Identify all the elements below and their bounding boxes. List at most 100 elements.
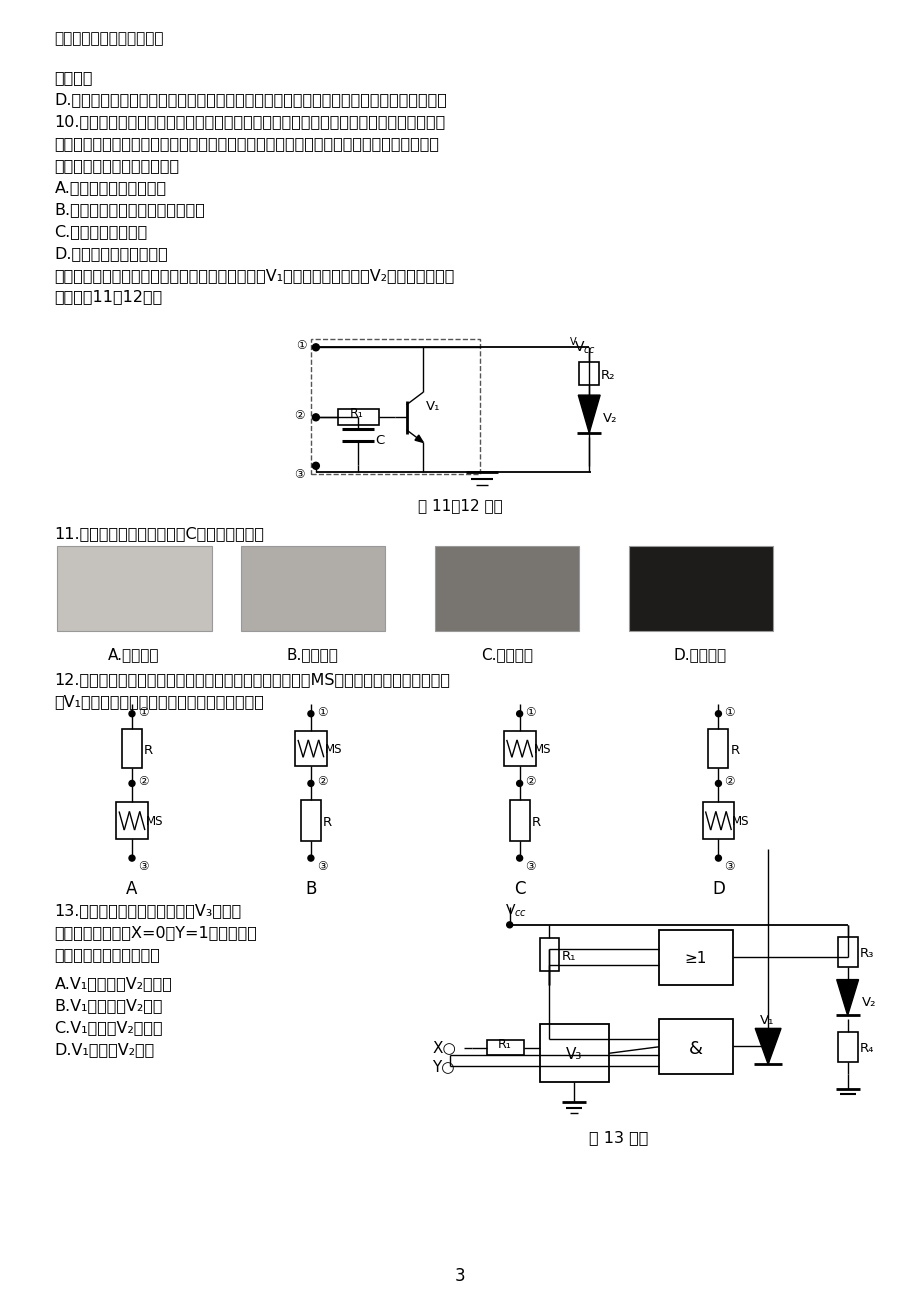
Text: 如图所示是用三级管控制发光二极管的电路，根据V₁基极的输入情况控制V₂发光或不发光。: 如图所示是用三级管控制发光二极管的电路，根据V₁基极的输入情况控制V₂发光或不发… [54, 268, 454, 283]
Bar [57, 547, 211, 631]
Text: 光二极管状态中正确的是: 光二极管状态中正确的是 [54, 947, 160, 962]
Bar [295, 732, 326, 766]
Text: 第 11－12 题图: 第 11－12 题图 [417, 499, 502, 514]
Text: R: R [323, 816, 332, 829]
Text: B.V₁不发光、V₂发光: B.V₁不发光、V₂发光 [54, 999, 163, 1013]
Text: MS: MS [732, 815, 749, 828]
Text: C: C [375, 435, 384, 447]
Text: V₁: V₁ [425, 400, 440, 413]
Text: C.普通电容: C.普通电容 [481, 647, 532, 661]
Circle shape [308, 780, 313, 786]
Text: A.可变电容: A.可变电容 [108, 647, 160, 661]
Text: A.V₁不发光、V₂不发光: A.V₁不发光、V₂不发光 [54, 976, 172, 992]
Polygon shape [754, 1029, 780, 1064]
Text: V$_{cc}$: V$_{cc}$ [573, 340, 596, 355]
Circle shape [516, 855, 522, 861]
Text: ②: ② [723, 776, 734, 789]
Text: R₁: R₁ [350, 408, 364, 421]
Text: B.被控对象是仓库、图书馆等场所: B.被控对象是仓库、图书馆等场所 [54, 202, 205, 217]
Text: 11.【加试题】电路图中电容C应选用的类型是: 11.【加试题】电路图中电容C应选用的类型是 [54, 526, 264, 542]
Text: MS: MS [146, 815, 164, 828]
Text: R₂: R₂ [600, 368, 615, 381]
Text: D.设计时根据开关门所需力的大小，计算出重锤和水的质量，体现了系统分析的科学性原则: D.设计时根据开关门所需力的大小，计算出重锤和水的质量，体现了系统分析的科学性原… [54, 92, 447, 107]
Text: ①: ① [296, 340, 306, 353]
Bar [629, 547, 772, 631]
Text: 第 13 题图: 第 13 题图 [589, 1130, 648, 1144]
Text: 开关状态。当输入X=0、Y=1时，以下发: 开关状态。当输入X=0、Y=1时，以下发 [54, 924, 257, 940]
Text: R: R [531, 816, 540, 829]
Text: R₁: R₁ [561, 949, 575, 962]
Bar [539, 939, 559, 971]
Text: ①: ① [723, 706, 734, 719]
Text: ③: ③ [294, 467, 304, 480]
Text: D.反馈装置是烟雾探测器: D.反馈装置是烟雾探测器 [54, 246, 168, 260]
Circle shape [129, 855, 135, 861]
Text: V$_{cc}$: V$_{cc}$ [505, 902, 527, 919]
Text: ③: ③ [138, 861, 148, 874]
Text: ③: ③ [525, 861, 536, 874]
Text: ②: ② [525, 776, 536, 789]
Text: C.V₁发光、V₂不发光: C.V₁发光、V₂不发光 [54, 1021, 163, 1035]
Circle shape [312, 462, 319, 469]
Polygon shape [578, 395, 599, 434]
Text: 体性原则: 体性原则 [54, 70, 93, 86]
Text: 12.【加试题】现要将该电路用于下雨提示，当湿敏传感器MS检测到雨水时，接通电路，: 12.【加试题】现要将该电路用于下雨提示，当湿敏传感器MS检测到雨水时，接通电路… [54, 672, 450, 687]
Circle shape [308, 711, 313, 716]
Text: V₂: V₂ [603, 411, 617, 424]
Text: 请完成第11一12题。: 请完成第11一12题。 [54, 289, 163, 305]
Text: R: R [143, 743, 153, 756]
Text: ①: ① [316, 706, 327, 719]
Text: D.电解电容: D.电解电容 [674, 647, 726, 661]
Text: &: & [687, 1040, 702, 1059]
Text: R: R [730, 743, 739, 756]
Text: Y○: Y○ [432, 1059, 454, 1074]
Circle shape [516, 711, 522, 716]
Text: R₃: R₃ [858, 948, 873, 961]
Circle shape [129, 711, 135, 716]
Text: 3: 3 [454, 1267, 465, 1285]
Bar [539, 1025, 608, 1082]
Bar [579, 362, 598, 385]
Bar [435, 547, 579, 631]
Text: ②: ② [138, 776, 148, 789]
Text: R₁: R₁ [497, 1038, 511, 1051]
Text: 的烟雾浓度超过设定值时，电子开关被接通，报警器发出声光信号进行报警。关于该报警控: 的烟雾浓度超过设定值时，电子开关被接通，报警器发出声光信号进行报警。关于该报警控 [54, 137, 439, 151]
Circle shape [312, 344, 319, 350]
Circle shape [308, 855, 313, 861]
Bar [301, 801, 321, 841]
Text: 制系统，以下说法中正确的是: 制系统，以下说法中正确的是 [54, 158, 179, 173]
Bar [311, 340, 480, 474]
Text: ①: ① [138, 706, 148, 719]
Circle shape [715, 780, 720, 786]
Bar [122, 729, 142, 768]
Text: D.V₁发光、V₂发光: D.V₁发光、V₂发光 [54, 1043, 154, 1057]
Text: X○: X○ [432, 1040, 456, 1056]
Text: C: C [514, 880, 525, 898]
Bar [702, 802, 733, 840]
Text: ②: ② [294, 409, 304, 422]
Circle shape [312, 414, 319, 421]
Text: MS: MS [533, 742, 550, 755]
Text: V₁: V₁ [759, 1014, 774, 1027]
Polygon shape [414, 435, 423, 443]
Text: V⁣: V⁣ [570, 337, 576, 348]
Bar [658, 1019, 732, 1074]
Circle shape [516, 780, 522, 786]
Bar [837, 1031, 857, 1062]
Text: ③: ③ [316, 861, 327, 874]
Circle shape [715, 711, 720, 716]
Bar [337, 409, 379, 426]
Text: 杭州旭升图书有限公司提供: 杭州旭升图书有限公司提供 [54, 31, 164, 46]
Text: R₄: R₄ [858, 1042, 873, 1055]
Text: D: D [711, 880, 724, 898]
Bar [837, 937, 857, 967]
Text: A: A [126, 880, 138, 898]
Text: V₂: V₂ [860, 996, 875, 1009]
Polygon shape [835, 979, 857, 1016]
Text: MS: MS [324, 742, 342, 755]
Text: B: B [305, 880, 316, 898]
Text: ③: ③ [723, 861, 734, 874]
Circle shape [715, 855, 720, 861]
Text: B.微调电容: B.微调电容 [287, 647, 338, 661]
Text: A.输出量是有无声光信号: A.输出量是有无声光信号 [54, 180, 166, 195]
